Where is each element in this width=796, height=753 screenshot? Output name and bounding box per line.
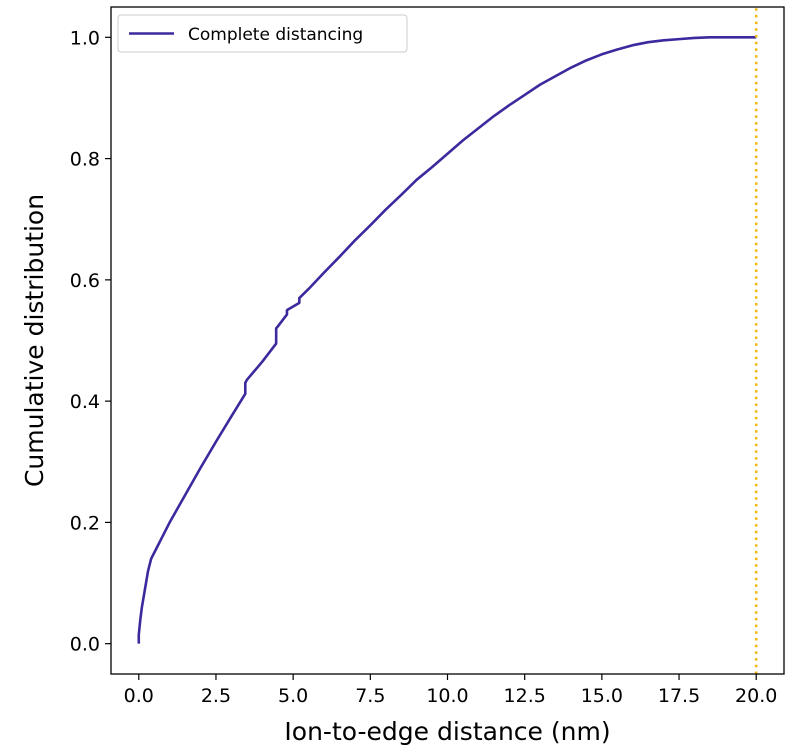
x-axis-label: Ion-to-edge distance (nm) — [284, 717, 610, 746]
x-tick-label: 17.5 — [658, 685, 700, 707]
y-tick-label: 0.8 — [70, 149, 100, 171]
series-line-complete-distancing — [137, 36, 757, 644]
y-axis: 0.0 0.2 0.4 0.6 0.8 1.0 — [70, 27, 111, 656]
x-axis: 0.0 2.5 5.0 7.5 10.0 12.5 15.0 17.5 20.0 — [124, 674, 777, 707]
y-tick-label: 0.0 — [70, 634, 100, 656]
x-tick-label: 15.0 — [581, 685, 623, 707]
x-tick-label: 0.0 — [124, 685, 154, 707]
legend-label-complete-distancing: Complete distancing — [188, 25, 363, 45]
y-tick-label: 0.4 — [70, 391, 100, 413]
y-tick-label: 1.0 — [70, 27, 100, 49]
y-axis-label: Cumulative distribution — [20, 194, 49, 487]
x-tick-label: 20.0 — [735, 685, 777, 707]
x-tick-label: 7.5 — [355, 685, 385, 707]
x-tick-label: 12.5 — [504, 685, 546, 707]
legend: Complete distancing — [117, 14, 408, 53]
plot-area — [137, 7, 758, 674]
x-tick-label: 2.5 — [201, 685, 231, 707]
x-tick-label: 5.0 — [278, 685, 308, 707]
legend-box — [117, 14, 408, 53]
y-tick-label: 0.2 — [70, 512, 100, 534]
x-tick-label: 10.0 — [426, 685, 468, 707]
y-tick-label: 0.6 — [70, 270, 100, 292]
